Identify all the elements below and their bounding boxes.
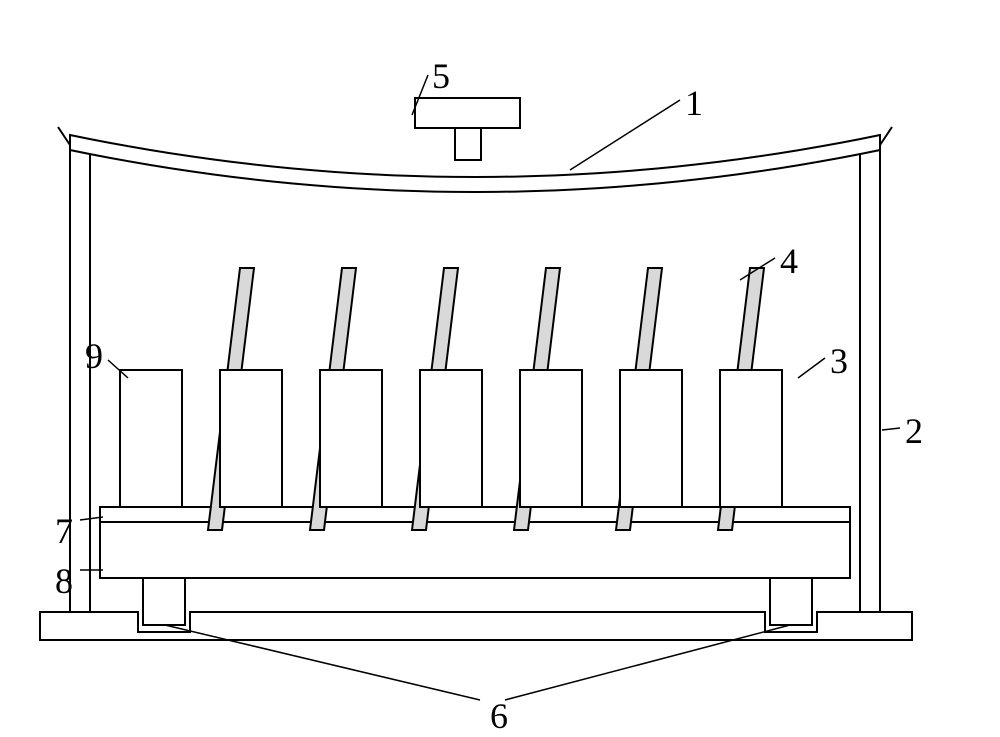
label-8: 8 [55,560,73,602]
label-4: 4 [780,240,798,282]
label-2: 2 [905,410,923,452]
label-9: 9 [85,335,103,377]
label-7: 7 [55,510,73,552]
label-3: 3 [830,340,848,382]
label-1: 1 [685,82,703,124]
label-6: 6 [490,695,508,737]
engineering-diagram [0,0,1000,732]
label-5: 5 [432,55,450,97]
